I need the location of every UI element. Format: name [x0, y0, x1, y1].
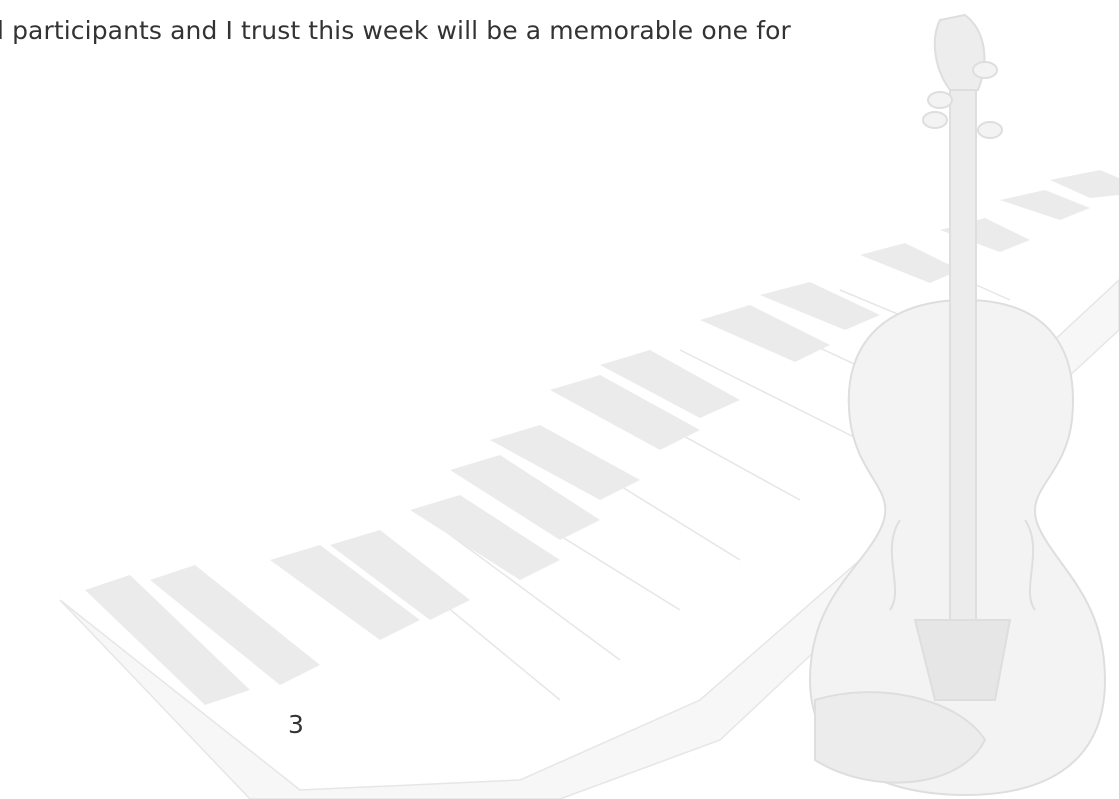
page: {"body": {"text": "l participants and I …: [0, 0, 1119, 799]
body-text: l participants and I trust this week wil…: [0, 16, 791, 45]
background-illustration: [0, 0, 1119, 799]
page-number: 3: [288, 710, 304, 739]
violin: [810, 15, 1105, 795]
